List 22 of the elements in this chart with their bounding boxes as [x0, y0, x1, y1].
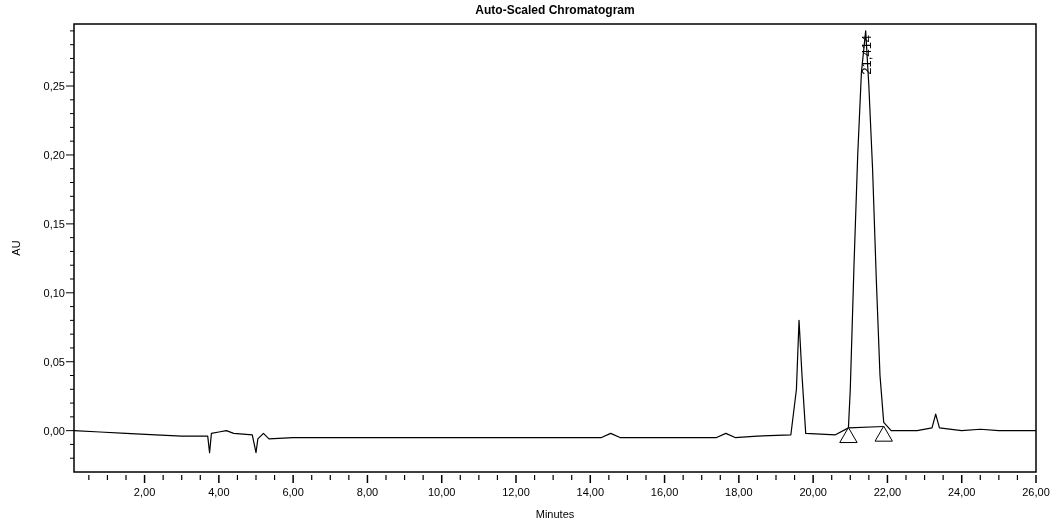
x-tick-label: 16,00 [650, 486, 679, 498]
y-tick-label: 0,20 [43, 148, 65, 161]
y-tick-label: 0,10 [43, 286, 65, 299]
y-tick-label: 0,05 [43, 355, 65, 368]
y-tick-label: 0,15 [43, 217, 65, 230]
y-axis-title: AU [10, 240, 22, 256]
x-tick-label: 8,00 [356, 486, 379, 498]
x-tick-label: 20,00 [799, 486, 827, 498]
x-tick-label: 26,00 [1022, 486, 1050, 498]
x-tick-label: 12,00 [502, 486, 530, 498]
x-tick-label: 18,00 [725, 486, 753, 498]
y-tick-label: 0,25 [43, 80, 65, 93]
x-axis-title: Minutes [535, 508, 575, 520]
chart-title: Auto-Scaled Chromatogram [475, 3, 635, 17]
x-tick-label: 10,00 [427, 486, 456, 498]
x-tick-label: 6,00 [282, 486, 304, 498]
x-tick-label: 24,00 [947, 486, 976, 498]
x-tick-label: 2,00 [133, 486, 156, 498]
y-tick-label: 0,00 [43, 424, 65, 437]
x-tick-label: 4,00 [208, 486, 230, 498]
x-tick-label: 22,00 [873, 486, 902, 498]
x-tick-label: 14,00 [576, 486, 605, 498]
